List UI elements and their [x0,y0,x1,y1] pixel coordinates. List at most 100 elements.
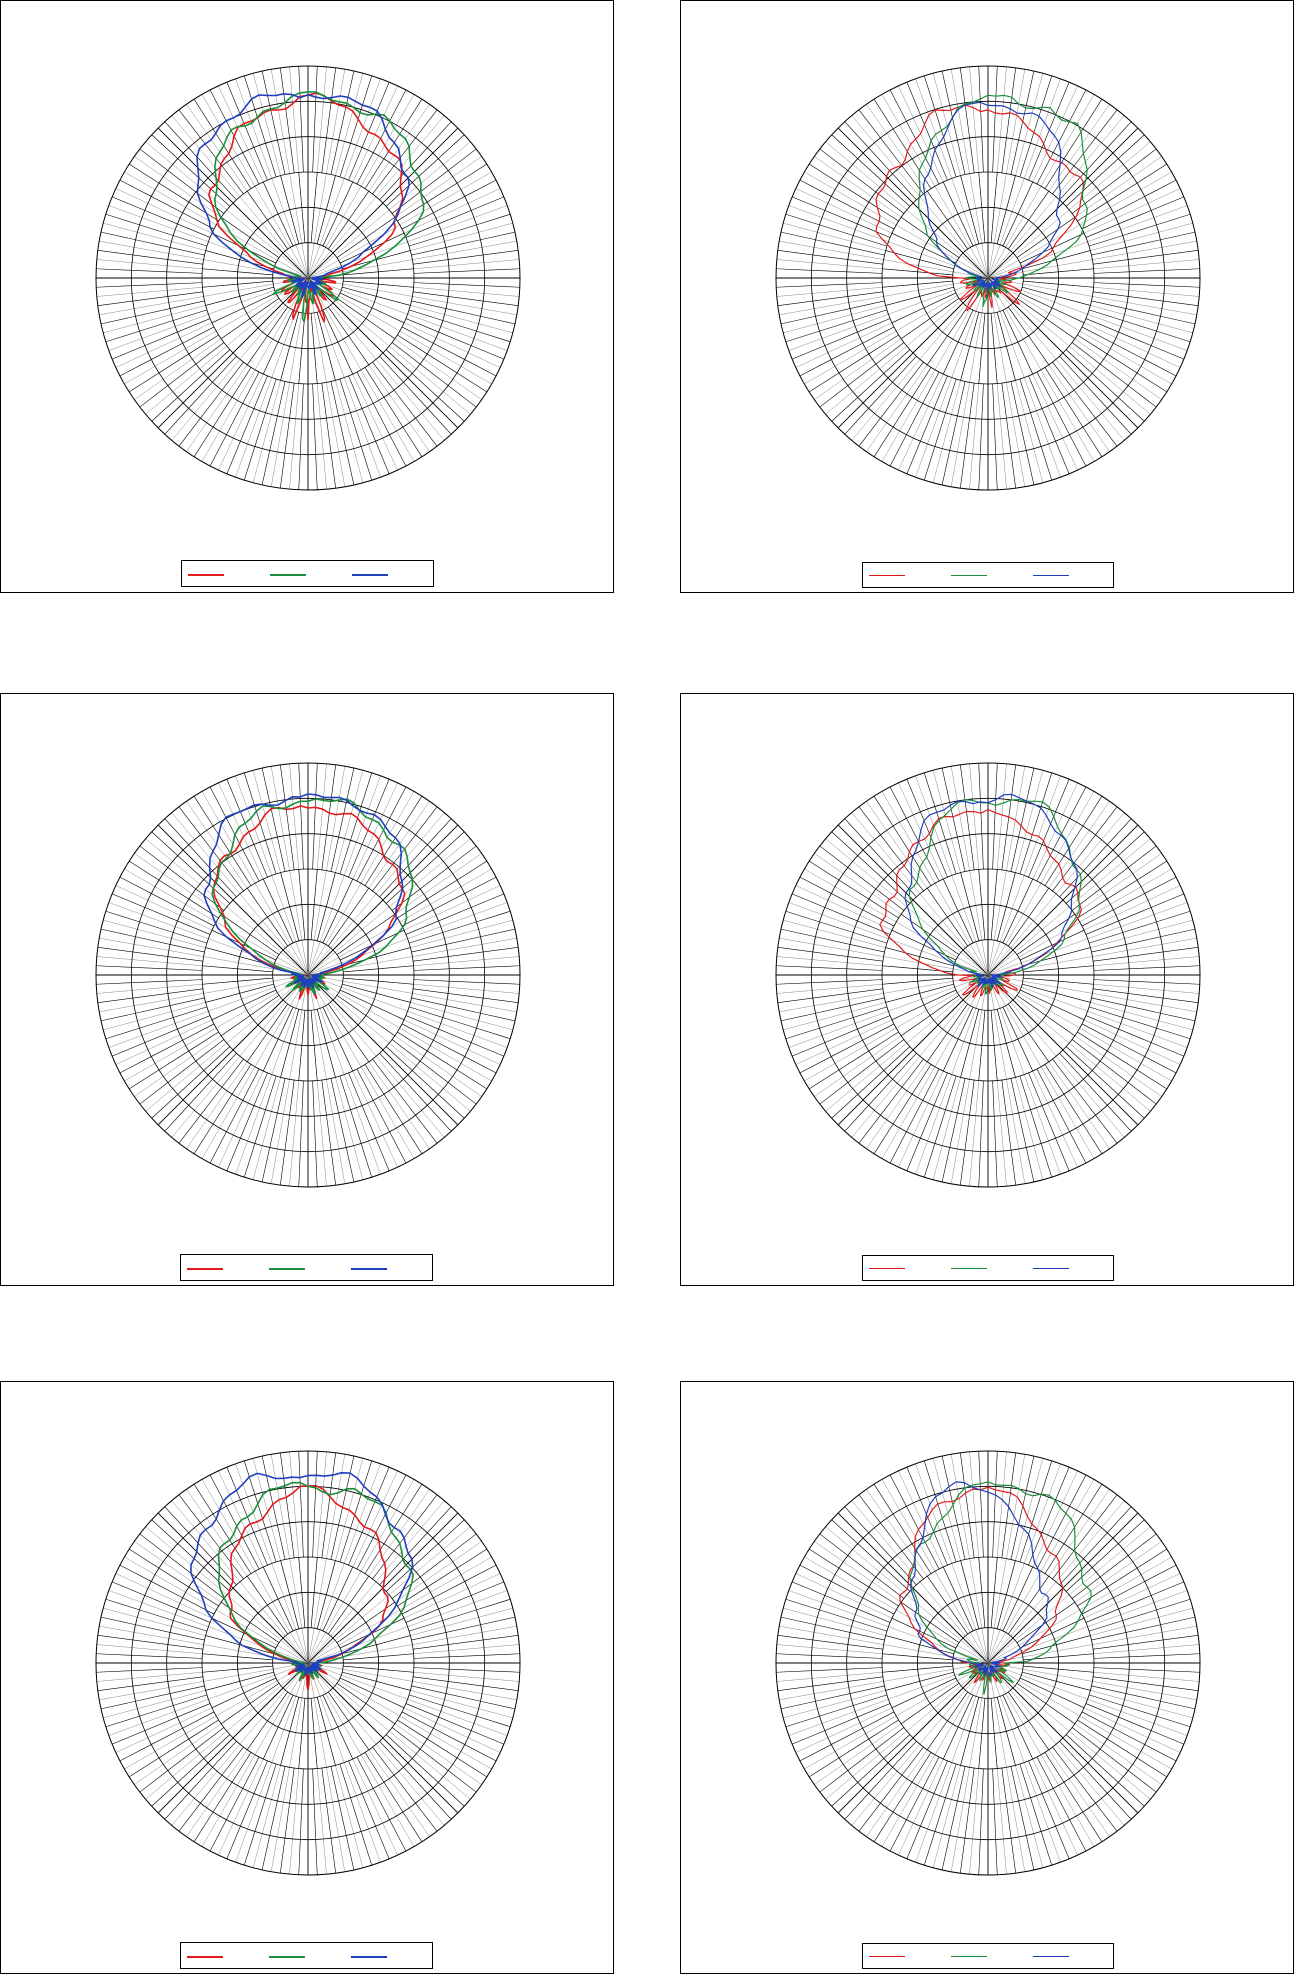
radial-tick [942,181,959,215]
radial-tick [328,916,349,947]
radial-tick [402,99,423,130]
radial-tick [371,232,405,249]
radial-tick [413,282,450,285]
radial-tick [151,1782,178,1807]
radial-tick [177,158,205,183]
legend-swatch-blue [1033,1956,1069,1957]
radial-tick [923,75,936,110]
radial-tick [1006,872,1016,907]
radial-tick [1144,179,1177,197]
radial-tick [254,1797,266,1832]
radial-tick [365,913,396,935]
radial-tick [785,1027,820,1040]
radial-tick [911,1752,932,1783]
radial-tick [221,361,244,391]
radial-tick [480,1616,516,1626]
radial-tick [1041,1105,1056,1139]
radial-tick [372,403,390,435]
radial-tick [838,1567,869,1588]
radial-tick [277,1598,294,1632]
radial-tick [277,1694,294,1728]
radial-tick [339,840,351,874]
radial-tick [338,1800,347,1836]
radial-tick [819,148,849,171]
radial-tick [1082,1123,1103,1154]
radial-tick [246,1032,268,1063]
radial-tick [483,1635,519,1641]
radial-tick [357,1024,384,1051]
grid-ring [810,100,1166,456]
radial-tick [1118,331,1152,346]
radial-tick [979,1804,983,1840]
radial-tick [1019,292,1053,309]
radial-tick [969,1009,980,1044]
radial-tick [1083,381,1108,409]
radial-tick [857,920,891,935]
radial-tick [1099,170,1129,193]
radial-tick [243,1143,256,1178]
radial-tick [1107,353,1138,374]
radial-tick [188,1031,219,1052]
radial-tick [484,1653,520,1656]
radial-tick [301,383,304,420]
radial-tick [824,907,858,922]
radial-tick [301,1592,306,1628]
radial-tick [900,1703,931,1725]
radial-tick [313,1733,318,1769]
radial-tick [1019,1677,1053,1694]
radial-tick [372,862,395,892]
grid-ring [201,868,415,1082]
radial-tick [1010,1766,1019,1802]
radial-tick [992,1080,995,1117]
radial-tick [1164,268,1200,271]
radial-tick [1019,1528,1031,1562]
radial-tick [342,286,377,297]
radial-tick [923,292,957,309]
radial-tick [177,1758,205,1783]
radial-tick [151,397,178,422]
radial-tick [371,307,405,324]
radial-tick [339,944,373,961]
radial-tick [415,417,438,447]
radial-tick [838,1050,869,1071]
radial-tick [289,1768,295,1804]
grid-ring [881,868,1095,1082]
radial-tick [912,1024,939,1051]
radial-tick [132,951,168,957]
radial-tick [964,1803,970,1839]
radial-tick [301,1521,304,1558]
radial-tick [792,345,825,360]
radial-tick [298,66,301,102]
radial-tick [243,1677,277,1694]
radial-tick [1122,1017,1157,1029]
radial-tick [348,844,363,878]
radial-tick [158,353,189,374]
radial-tick [280,1452,286,1488]
radial-tick [1107,1105,1132,1132]
radial-tick [372,818,390,850]
radial-tick [792,893,825,908]
radial-tick [912,327,939,354]
radial-tick [139,1533,169,1556]
radial-tick [978,1839,981,1875]
radial-tick [445,308,481,317]
radial-tick [919,956,954,967]
radial-tick [139,921,174,933]
radial-tick [131,966,167,970]
radial-tick [339,379,351,413]
radial-tick [445,1693,481,1702]
radial-tick [379,173,404,201]
radial-tick [188,844,213,872]
radial-tick [993,1557,998,1593]
radial-tick [1001,383,1007,419]
radial-tick [1125,936,1161,945]
radial-tick [173,1694,207,1706]
radial-tick [132,1681,168,1687]
radial-tick [345,70,355,106]
radial-tick [1091,855,1119,880]
radial-tick [330,453,336,489]
radial-tick [1028,375,1043,409]
radial-tick [1008,1604,1029,1635]
radial-tick [226,1506,244,1538]
radial-tick [873,1811,894,1842]
